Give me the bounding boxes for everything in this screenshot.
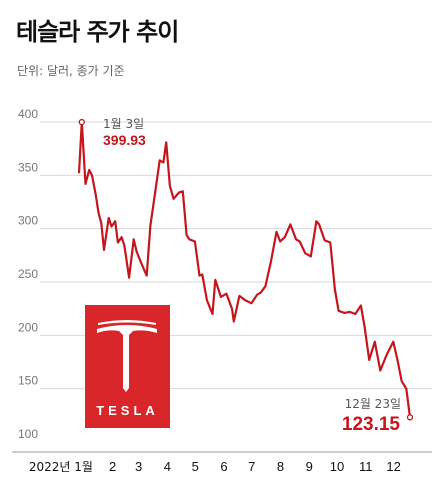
last-date-label: 12월 23일 xyxy=(345,397,401,411)
price-series-line xyxy=(77,120,412,418)
x-tick-label: 7 xyxy=(248,459,255,474)
logo-wordmark: TESLA xyxy=(96,403,159,418)
y-tick-label: 300 xyxy=(18,214,38,228)
y-tick-label: 100 xyxy=(18,427,38,441)
y-tick-label: 150 xyxy=(18,374,38,388)
y-tick-label: 250 xyxy=(18,267,38,281)
x-tick-label: 3 xyxy=(135,459,142,474)
max-date-label: 1월 3일 xyxy=(103,117,144,131)
x-tick-label: 2022년 1월 xyxy=(29,460,93,474)
x-tick-label: 10 xyxy=(330,459,344,474)
last-value-label: 123.15 xyxy=(342,414,401,435)
x-tick-label: 4 xyxy=(164,459,171,474)
max-point-marker xyxy=(78,118,85,126)
x-tick-label: 5 xyxy=(192,459,199,474)
y-tick-label: 200 xyxy=(18,320,38,334)
unit-note: 단위: 달러, 종가 기준 xyxy=(17,64,125,78)
last-point-marker xyxy=(406,414,414,421)
tesla-logo: TESLA xyxy=(85,305,170,428)
max-value-label: 399.93 xyxy=(103,132,146,148)
y-tick-label: 400 xyxy=(18,107,38,121)
x-tick-label: 11 xyxy=(359,459,373,474)
tesla-logo-icon xyxy=(97,320,157,392)
x-tick-label: 2 xyxy=(109,459,116,474)
chart-title: 테슬라 주가 추이 xyxy=(16,18,179,46)
x-tick-label: 12 xyxy=(386,459,400,474)
x-tick-label: 6 xyxy=(220,459,227,474)
x-tick-label: 8 xyxy=(277,459,284,474)
y-axis-ticks: 100 150 200 250 300 350 400 xyxy=(18,107,38,441)
y-tick-label: 350 xyxy=(18,160,38,174)
x-tick-label: 9 xyxy=(306,459,313,474)
x-axis-ticks: 2022년 1월 2 3 4 5 6 7 8 9 10 11 12 xyxy=(29,459,401,474)
